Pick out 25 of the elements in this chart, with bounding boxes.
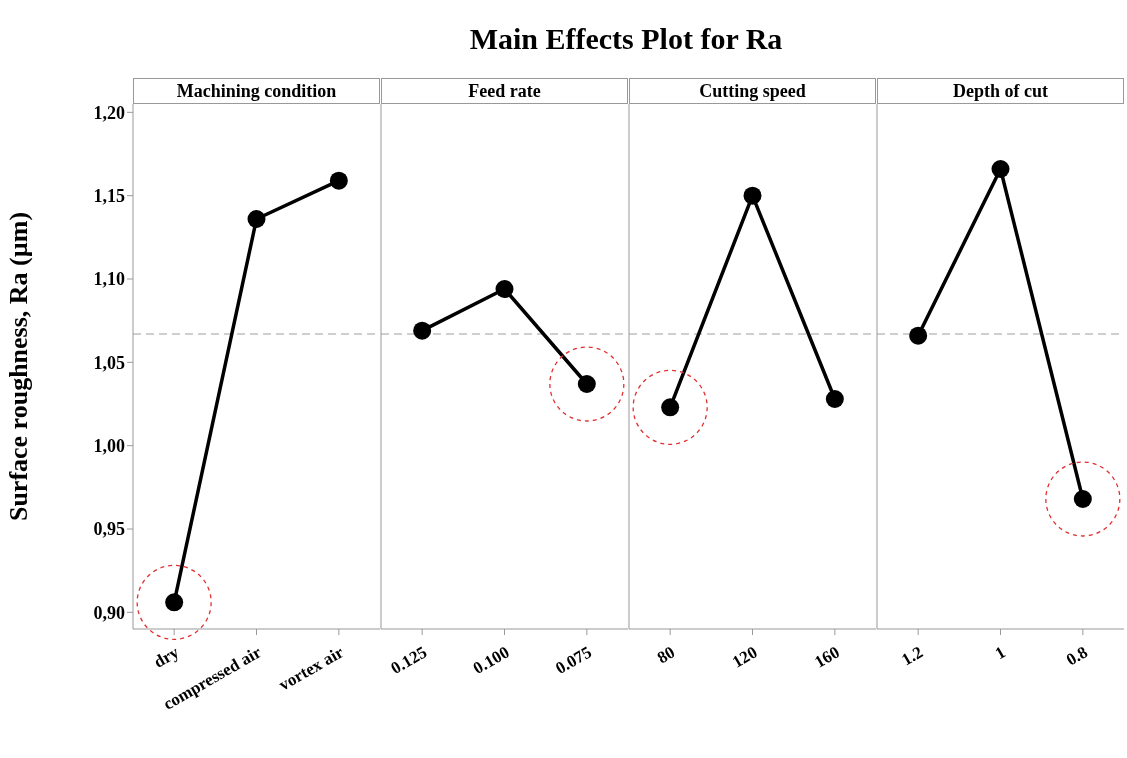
y-tick-label: 1,15 — [93, 186, 125, 207]
point — [329, 171, 348, 190]
y-tick-label: 1,05 — [93, 352, 125, 373]
chart-subtitle: Cutting speed — [629, 78, 876, 104]
y-tick-label: 0,90 — [93, 602, 125, 623]
chart-subtitle: Depth of cut — [877, 78, 1124, 104]
x-tick-label: 80 — [653, 642, 679, 668]
x-tick-label: 0.075 — [552, 642, 595, 678]
x-tick-label: 1.2 — [898, 642, 927, 670]
y-tick-label: 1,20 — [93, 102, 125, 123]
x-tick-label: 1 — [991, 642, 1009, 664]
chart-subtitle: Machining condition — [133, 78, 380, 104]
x-tick-label: 160 — [811, 642, 843, 672]
x-tick-label: 0.8 — [1062, 642, 1091, 670]
y-tick-label: 1,10 — [93, 269, 125, 290]
chart-subtitle: Feed rate — [381, 78, 628, 104]
x-tick-label: vortex air — [275, 642, 348, 695]
x-tick-label: 0.100 — [469, 642, 513, 678]
text: Main Effects Plot for Ra — [469, 22, 783, 55]
x-tick-label: 0.125 — [387, 642, 431, 678]
y-tick-label: 0,95 — [93, 519, 125, 540]
y-tick-label: 1,00 — [93, 436, 125, 457]
y-axis-title: Surface roughness, Ra (µm) — [4, 211, 34, 522]
x-tick-label: 120 — [728, 642, 761, 672]
point — [247, 210, 266, 228]
